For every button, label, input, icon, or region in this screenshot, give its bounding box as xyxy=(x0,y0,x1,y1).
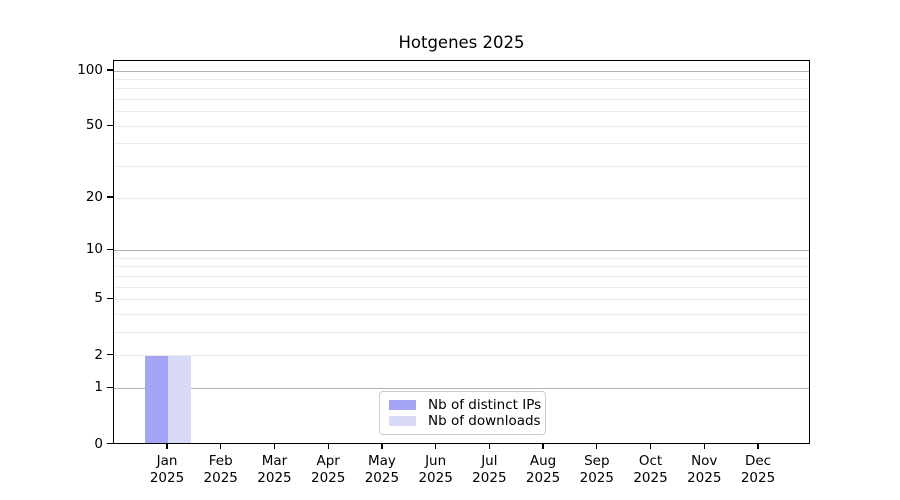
legend-item-distinct-ips: Nb of distinct IPs xyxy=(389,397,541,413)
gridline-minor-8 xyxy=(114,266,809,268)
plot-area xyxy=(113,60,810,444)
gridline-minor-60 xyxy=(114,111,809,113)
y-tick-label-0: 0 xyxy=(94,435,103,452)
gridline-minor-4 xyxy=(114,313,809,315)
y-tick-label-1: 1 xyxy=(94,379,103,396)
gridline-minor-50 xyxy=(114,125,809,127)
bar-jan-nb-of-downloads xyxy=(168,355,191,443)
x-tick-dec xyxy=(757,443,759,449)
legend: Nb of distinct IPs Nb of downloads xyxy=(379,391,546,435)
x-tick-label-nov: Nov 2025 xyxy=(687,453,722,486)
y-tick-20 xyxy=(107,196,113,198)
y-tick-2 xyxy=(107,353,113,356)
chart-title: Hotgenes 2025 xyxy=(398,33,525,52)
y-tick-label-50: 50 xyxy=(85,117,103,134)
gridline-minor-6 xyxy=(114,286,809,288)
gridline-major-100 xyxy=(114,70,809,72)
gridline-minor-40 xyxy=(114,143,809,145)
y-tick-1 xyxy=(107,386,113,389)
x-tick-label-jan: Jan 2025 xyxy=(149,453,185,486)
x-tick-mar xyxy=(273,443,276,449)
x-tick-aug xyxy=(542,443,544,449)
x-tick-label-oct: Oct 2025 xyxy=(633,453,668,486)
x-tick-label-jun: Jun 2025 xyxy=(418,453,453,486)
x-tick-label-sep: Sep 2025 xyxy=(579,453,614,486)
gridline-minor-80 xyxy=(114,88,809,90)
y-tick-50 xyxy=(107,124,113,126)
gridline-minor-20 xyxy=(114,197,809,199)
x-tick-label-feb: Feb 2025 xyxy=(203,453,238,486)
x-tick-label-dec: Dec 2025 xyxy=(740,453,776,486)
y-tick-label-20: 20 xyxy=(85,189,103,206)
bar-jan-nb-of-distinct-ips xyxy=(145,355,168,443)
x-tick-sep xyxy=(596,443,598,449)
gridline-major-1 xyxy=(114,387,809,389)
x-tick-nov xyxy=(703,443,705,449)
gridline-minor-90 xyxy=(114,78,809,80)
legend-swatch-distinct-ips xyxy=(389,400,416,410)
y-tick-label-10: 10 xyxy=(85,241,103,258)
x-tick-jun xyxy=(434,443,437,449)
x-tick-label-apr: Apr 2025 xyxy=(310,453,346,486)
gridline-minor-9 xyxy=(114,257,809,259)
gridline-minor-3 xyxy=(114,331,809,333)
y-tick-5 xyxy=(107,297,113,300)
x-tick-may xyxy=(381,443,383,449)
x-tick-label-may: May 2025 xyxy=(364,453,400,486)
y-tick-label-5: 5 xyxy=(94,290,103,307)
x-tick-label-aug: Aug 2025 xyxy=(525,453,561,486)
x-tick-feb xyxy=(220,443,222,449)
x-tick-oct xyxy=(649,443,652,449)
gridline-minor-5 xyxy=(114,298,809,300)
gridline-minor-2 xyxy=(114,355,809,357)
gridline-minor-7 xyxy=(114,275,809,277)
y-tick-10 xyxy=(107,248,113,251)
legend-label-downloads: Nb of downloads xyxy=(428,413,541,429)
legend-swatch-downloads xyxy=(389,416,416,426)
x-tick-jul xyxy=(488,443,490,449)
legend-label-distinct-ips: Nb of distinct IPs xyxy=(428,397,542,413)
x-tick-label-mar: Mar 2025 xyxy=(257,453,292,486)
y-tick-label-2: 2 xyxy=(94,346,103,363)
gridline-minor-70 xyxy=(114,99,809,101)
x-tick-apr xyxy=(327,443,329,449)
legend-item-downloads: Nb of downloads xyxy=(389,413,541,429)
x-tick-label-jul: Jul 2025 xyxy=(472,453,507,486)
x-tick-jan xyxy=(166,443,168,449)
y-tick-0 xyxy=(107,442,113,445)
y-tick-100 xyxy=(107,69,113,71)
gridline-major-10 xyxy=(114,249,809,251)
y-tick-label-100: 100 xyxy=(77,62,103,78)
gridline-minor-30 xyxy=(114,166,809,168)
